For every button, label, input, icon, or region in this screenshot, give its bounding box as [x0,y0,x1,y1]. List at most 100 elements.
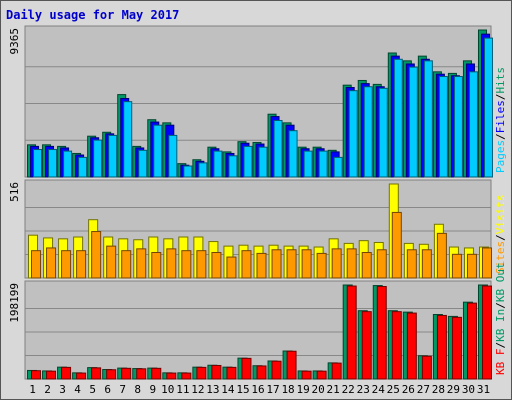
bar-pages [108,134,118,178]
bar-kb-f [181,372,192,380]
x-tick-label: 31 [477,383,490,396]
bar-pages [468,71,478,178]
x-tick-label: 13 [206,383,219,396]
bar-pages [213,150,223,178]
legend-entry: Visits [494,195,507,235]
bar-kb-f [166,372,177,380]
bar-pages [228,155,238,178]
x-tick-label: 8 [134,383,141,396]
bar-pages [183,165,193,178]
bar-sites [286,249,297,279]
chart-panels: 9365Pages/Files/Hits516Sites/Visits19819… [8,25,507,380]
bar-sites [61,250,72,279]
bar-pages [288,130,298,178]
bar-sites [196,250,207,279]
bar-sites [241,250,252,279]
bar-pages [348,90,358,178]
bar-sites [76,250,87,279]
bar-pages [33,149,43,178]
bar-pages [378,87,388,178]
legend-entry: / [494,94,507,101]
bar-pages [393,58,403,178]
x-tick-label: 15 [236,383,249,396]
x-tick-label: 6 [104,383,111,396]
bar-kb-f [271,360,282,380]
bar-pages [63,150,73,178]
bar-sites [301,249,312,279]
bar-kb-f [436,314,447,380]
bar-kb-f [286,350,297,380]
bar-sites [391,211,402,279]
series-legend: Sites/Visits [494,195,507,275]
bar-sites [46,247,57,279]
bar-kb-f [196,366,207,380]
bar-pages [138,149,148,178]
bar-kb-f [316,370,327,380]
bar-sites [151,251,162,279]
bar-kb-f [241,357,252,380]
x-tick-label: 12 [191,383,204,396]
legend-entry: KB Out [494,262,507,302]
bar-pages [318,150,328,178]
bar-kb-f [361,311,372,380]
legend-entry: / [494,342,507,349]
x-tick-label: 24 [372,383,386,396]
x-tick-label: 7 [119,383,126,396]
bar-sites [226,256,237,279]
x-tick-label: 23 [357,383,370,396]
bar-kb-f [451,316,462,380]
bar-sites [406,249,417,279]
bar-pages [168,134,178,178]
bar-kb-f [136,368,147,380]
bar-pages [453,76,463,178]
x-tick-label: 1 [29,383,36,396]
y-max-label: 516 [8,182,21,202]
x-tick-label: 19 [296,383,309,396]
bar-pages [483,37,493,178]
x-tick-label: 27 [417,383,430,396]
legend-entry: / [494,302,507,309]
bar-sites [466,253,477,279]
legend-entry: KB F [494,349,507,376]
x-tick-label: 29 [447,383,460,396]
bar-sites [316,252,327,279]
bar-pages [423,60,433,178]
x-tick-label: 9 [149,383,156,396]
x-tick-label: 25 [387,383,400,396]
bar-sites [436,232,447,279]
legend-entry: Sites [494,241,507,274]
x-tick-label: 22 [342,383,355,396]
bar-kb-f [46,370,57,380]
bar-sites [181,250,192,279]
x-tick-label: 11 [176,383,189,396]
legend-entry: / [494,133,507,140]
bar-kb-f [406,312,417,380]
bar-pages [78,156,88,178]
bar-kb-f [256,365,267,380]
bar-sites [376,249,387,279]
x-tick-label: 26 [402,383,415,396]
bar-pages [438,76,448,178]
x-tick-label: 17 [266,383,279,396]
bar-pages [333,156,343,178]
bar-sites [346,248,357,279]
bar-pages [258,146,268,178]
chart-title: Daily usage for May 2017 [6,8,179,22]
bar-kb-f [376,286,387,380]
bar-sites [211,251,222,279]
x-tick-label: 30 [462,383,475,396]
bar-sites [361,251,372,279]
bar-kb-f [31,370,42,380]
x-tick-label: 28 [432,383,445,396]
legend-entry: Hits [494,67,507,94]
x-tick-label: 14 [221,383,235,396]
bar-kb-f [76,372,87,380]
bar-sites [136,248,147,279]
bar-pages [153,124,163,178]
x-tick-label: 3 [59,383,66,396]
bar-kb-f [421,355,432,380]
bar-pages [303,150,313,178]
bar-kb-f [121,367,132,380]
x-tick-label: 16 [251,383,264,396]
series-legend: KB F/KB In/KB Out [494,262,507,375]
